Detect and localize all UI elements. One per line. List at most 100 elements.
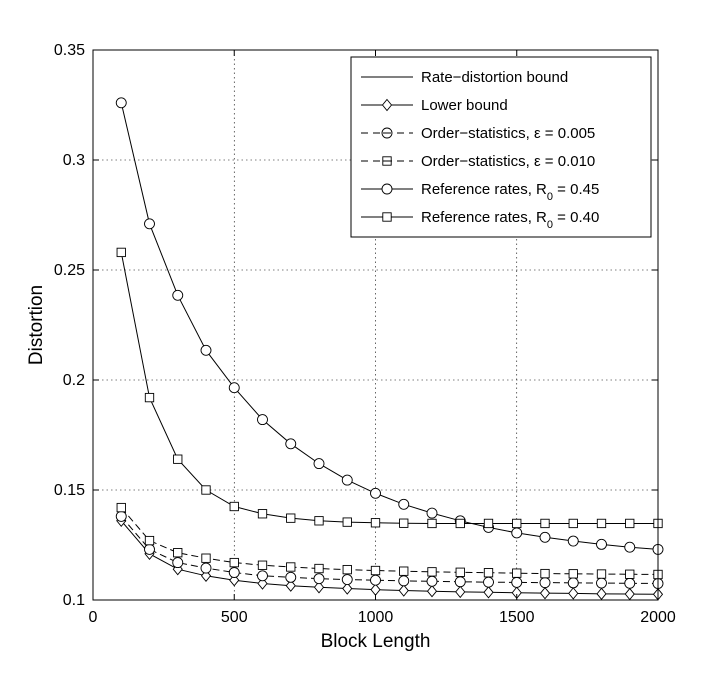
- data-point: [483, 586, 494, 599]
- data-point: [173, 548, 183, 558]
- y-tick-label: 0.1: [63, 592, 85, 609]
- legend-marker: [381, 98, 393, 112]
- data-point: [398, 498, 410, 510]
- x-tick-label: 1000: [358, 609, 394, 626]
- data-point: [512, 568, 522, 578]
- data-point: [314, 516, 324, 526]
- data-point: [370, 565, 381, 576]
- data-point: [454, 576, 466, 588]
- data-point: [116, 247, 126, 258]
- data-point: [596, 577, 607, 589]
- x-tick-label: 0: [89, 609, 98, 626]
- data-point: [511, 576, 523, 588]
- y-tick-label: 0.35: [54, 42, 85, 59]
- data-point: [257, 570, 268, 582]
- data-point: [568, 587, 579, 600]
- data-point: [172, 557, 184, 569]
- data-point: [172, 289, 184, 301]
- data-point: [313, 581, 325, 594]
- x-axis-label: Block Length: [321, 631, 431, 652]
- y-axis-label: Distortion: [26, 285, 47, 365]
- legend-label: Lower bound: [421, 97, 508, 114]
- y-tick-label: 0.25: [54, 262, 85, 279]
- y-tick-label: 0.2: [63, 372, 85, 389]
- y-tick-label: 0.3: [63, 152, 85, 169]
- data-point: [370, 574, 381, 586]
- data-point: [539, 531, 551, 543]
- data-point: [115, 510, 127, 522]
- data-point: [342, 582, 353, 595]
- data-point: [483, 568, 494, 578]
- data-point: [483, 576, 494, 588]
- legend-marker: [381, 183, 393, 195]
- data-point: [596, 569, 607, 579]
- data-point: [624, 541, 636, 553]
- legend-label: Order−statistics, ε = 0.010: [421, 153, 595, 170]
- legend-label: Reference rates, R0 = 0.40: [421, 209, 599, 231]
- data-point: [257, 509, 268, 519]
- data-point: [144, 543, 155, 555]
- data-point: [540, 568, 550, 579]
- data-point: [511, 527, 523, 539]
- data-point: [285, 571, 297, 583]
- data-point: [568, 518, 578, 529]
- tick-labels: 0 500 1000 1500 2000 0.1 0.15 0.2 0.25 0.3 0.35: [54, 42, 676, 626]
- data-point: [399, 566, 409, 576]
- data-point: [455, 585, 466, 599]
- data-point: [286, 562, 296, 572]
- data-point: [426, 575, 438, 587]
- data-point: [115, 97, 127, 109]
- x-tick-label: 1500: [499, 609, 535, 626]
- legend: Rate−distortion bound Lower bound Order−st…: [350, 56, 652, 238]
- series-line: [120, 252, 658, 524]
- data-point: [596, 587, 607, 601]
- data-point: [426, 507, 438, 519]
- data-point: [568, 569, 578, 579]
- data-point: [370, 518, 381, 528]
- legend-marker: [382, 212, 392, 222]
- data-point: [285, 579, 296, 592]
- data-point: [313, 458, 325, 470]
- data-point: [228, 567, 240, 578]
- data-point: [426, 584, 438, 598]
- data-point: [624, 577, 636, 589]
- legend-box: [350, 56, 652, 238]
- legend-label: Order−statistics, ε = 0.005: [421, 125, 595, 142]
- data-point: [596, 538, 607, 550]
- data-point: [427, 518, 437, 529]
- data-point: [257, 560, 268, 570]
- series-line: [120, 507, 659, 575]
- data-point: [370, 487, 381, 499]
- data-point: [625, 518, 635, 529]
- tick-marks: [92, 49, 659, 601]
- data-point: [540, 518, 550, 529]
- x-tick-label: 500: [221, 609, 248, 626]
- data-point: [567, 535, 579, 547]
- data-point: [455, 567, 465, 577]
- data-point: [116, 502, 126, 513]
- data-point: [201, 553, 211, 563]
- data-point: [625, 569, 635, 579]
- data-point: [200, 562, 212, 574]
- data-point: [596, 518, 607, 529]
- data-point: [285, 438, 297, 450]
- data-point: [399, 518, 409, 528]
- data-point: [483, 518, 494, 529]
- data-point: [144, 218, 155, 230]
- data-point: [144, 535, 155, 546]
- data-point: [200, 344, 212, 356]
- data-point: [342, 517, 352, 527]
- data-point: [144, 392, 155, 403]
- data-point: [342, 564, 352, 575]
- data-point: [539, 577, 551, 589]
- data-point: [229, 557, 239, 568]
- data-point: [341, 574, 353, 585]
- data-point: [313, 573, 325, 585]
- legend-label: Reference rates, R0 = 0.45: [421, 181, 599, 203]
- series-5: [115, 97, 664, 555]
- x-tick-label: 2000: [640, 609, 676, 626]
- data-point: [341, 474, 353, 486]
- grid: [93, 50, 658, 600]
- data-point: [512, 518, 522, 529]
